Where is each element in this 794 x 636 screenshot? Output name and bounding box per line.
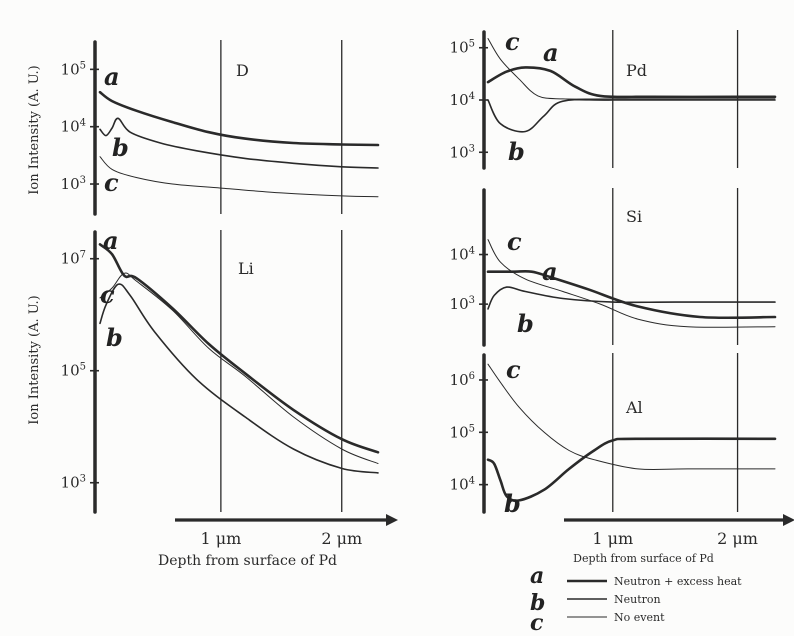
series-b-line bbox=[487, 437, 776, 502]
series-b-line bbox=[487, 98, 776, 133]
curve-marker-a: a bbox=[103, 226, 119, 255]
legend-label: Neutron + excess heat bbox=[614, 575, 742, 588]
curve-marker-c: c bbox=[104, 168, 119, 197]
legend-label: No event bbox=[614, 611, 665, 624]
element-label: Al bbox=[625, 398, 643, 417]
y-tick-label: 104 bbox=[450, 246, 475, 264]
y-tick-label: 107 bbox=[61, 250, 86, 268]
x-axis-arrowhead bbox=[386, 514, 398, 526]
y-tick-label: 104 bbox=[450, 476, 475, 494]
element-label: Si bbox=[626, 207, 642, 226]
panel-li: 107 105 103 Li Ion Intensity (A. U.) acb 1 μm 2… bbox=[27, 226, 398, 569]
series-a-line bbox=[98, 243, 380, 454]
legend: a Neutron + excess heat b Neutron c No event bbox=[530, 563, 742, 636]
x-axis-title: Depth from surface of Pd bbox=[158, 553, 337, 569]
curve-marker-b: b bbox=[112, 133, 129, 162]
curve-marker-b: b bbox=[504, 489, 521, 518]
curve-marker-c: c bbox=[505, 27, 520, 56]
series-c-line bbox=[487, 363, 776, 471]
series-a-line bbox=[486, 66, 777, 99]
curve-marker-c: c bbox=[507, 227, 522, 256]
legend-marker: b bbox=[530, 590, 545, 616]
panel-pd: 105 104 103 Pd c a b bbox=[450, 27, 777, 170]
x-axis-arrowhead bbox=[783, 514, 794, 526]
y-axis-label: Ion Intensity (A. U.) bbox=[27, 295, 42, 425]
series-c-line bbox=[99, 156, 379, 198]
legend-marker: a bbox=[530, 563, 544, 589]
curve-marker-a: a bbox=[104, 62, 120, 91]
series-c-line bbox=[487, 38, 776, 100]
series-c-line bbox=[99, 272, 379, 464]
series-b-line bbox=[99, 117, 379, 169]
curve-marker-c: c bbox=[100, 280, 115, 309]
legend-item-b: b Neutron bbox=[530, 590, 661, 616]
y-tick-label: 106 bbox=[450, 371, 475, 389]
element-label: D bbox=[236, 61, 249, 80]
y-tick-label: 103 bbox=[61, 474, 86, 492]
y-axis-label: Ion Intensity (A. U.) bbox=[27, 65, 42, 195]
panel-si: 104 103 Si cab bbox=[450, 188, 777, 347]
element-label: Pd bbox=[626, 61, 647, 80]
series-a-line bbox=[486, 437, 777, 502]
x-tick-label: 1 μm bbox=[592, 529, 633, 548]
x-tick-label: 1 μm bbox=[200, 529, 241, 548]
y-tick-label: 103 bbox=[450, 143, 475, 161]
y-tick-label: 105 bbox=[450, 39, 475, 57]
legend-item-c: c No event bbox=[530, 610, 665, 636]
curve-marker-b: b bbox=[517, 309, 534, 338]
series-b-line bbox=[487, 286, 776, 310]
panel-d: 105 104 103 D Ion Intensity (A. U.) a bc bbox=[27, 40, 380, 216]
element-label: Li bbox=[238, 259, 254, 278]
series-c-line bbox=[487, 239, 776, 328]
curve-marker-b: b bbox=[106, 323, 123, 352]
y-tick-label: 103 bbox=[450, 295, 475, 313]
x-tick-label: 2 μm bbox=[717, 529, 758, 548]
y-tick-label: 105 bbox=[61, 362, 86, 380]
legend-item-a: a Neutron + excess heat bbox=[530, 563, 742, 589]
series-b-line bbox=[99, 283, 379, 474]
legend-marker: c bbox=[530, 610, 544, 636]
curve-marker-c: c bbox=[506, 355, 521, 384]
legend-label: Neutron bbox=[614, 593, 661, 606]
y-tick-label: 104 bbox=[450, 91, 475, 109]
x-axis-title: Depth from surface of Pd bbox=[573, 552, 714, 565]
y-tick-label: 105 bbox=[450, 423, 475, 441]
curve-marker-a: a bbox=[542, 257, 558, 286]
y-tick-label: 103 bbox=[61, 175, 86, 193]
series-a-line bbox=[486, 270, 777, 320]
curve-marker-a: a bbox=[543, 38, 559, 67]
series-a-line bbox=[98, 90, 380, 147]
x-tick-label: 2 μm bbox=[321, 529, 362, 548]
y-tick-label: 105 bbox=[61, 60, 86, 78]
curve-marker-b: b bbox=[508, 137, 525, 166]
y-tick-label: 104 bbox=[61, 118, 86, 136]
